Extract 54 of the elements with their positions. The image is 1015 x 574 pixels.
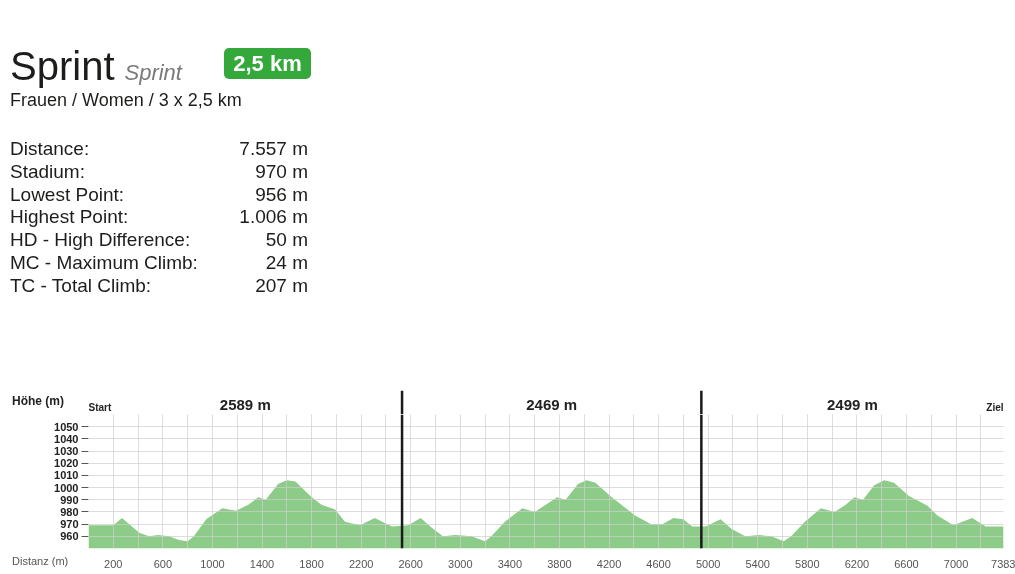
text: 956 m [255,182,308,206]
x-axis-title: Distanz (m) [11,554,69,568]
text: Stadium: [10,159,85,183]
x-tick-label: 1800 [299,557,324,570]
y-tick-label: 1050 [54,420,79,433]
x-tick-label: 200 [104,557,123,570]
text: 2469 m [526,395,578,413]
text: HD - High Difference: [10,228,191,252]
text: Sprint [124,60,182,85]
x-tick-label: 3400 [497,557,523,570]
text: Sprint [10,44,115,88]
text: 24 m [265,251,308,274]
text: Highest Point: [10,205,129,229]
text: 2589 m [219,395,271,413]
y-tick-label: 1010 [54,469,79,482]
x-tick-label: 4200 [596,557,622,570]
x-tick-label: 5400 [745,557,770,570]
x-tick-label: 7383 [991,557,1015,570]
x-tick-label: 6600 [894,557,919,570]
x-tick-label: 3800 [547,557,572,570]
y-tick-label: 990 [60,493,79,506]
x-tick-label: 2600 [398,557,423,570]
x-tick-label: 2200 [348,557,374,570]
x-tick-label: 1000 [200,557,225,570]
y-tick-label: 1000 [54,481,79,494]
text: Frauen / Women / 3 x 2,5 km [10,90,242,110]
text: Distance: [10,137,90,160]
x-tick-label: 4600 [646,557,671,570]
y-tick-label: 1030 [54,445,79,458]
text: MC - Maximum Climb: [10,251,198,274]
text: 207 m [255,273,308,297]
text: 50 m [265,228,308,252]
text: 1.006 m [239,205,308,229]
x-tick-label: 1400 [249,557,275,570]
text: 970 m [255,159,308,183]
x-tick-label: 3000 [448,557,473,570]
text: Lowest Point: [10,182,125,206]
y-axis-title: Höhe (m) [11,393,64,410]
y-tick-label: 980 [60,505,79,518]
y-tick-label: 960 [60,530,79,543]
x-tick-label: 5800 [795,557,820,570]
x-tick-label: 6200 [844,557,870,570]
y-tick-label: 1020 [54,457,79,470]
text: Ziel [986,402,1004,414]
text: 2,5 km [224,48,311,79]
y-tick-label: 1040 [54,432,79,445]
text: TC - Total Climb: [10,273,152,297]
text: 2499 m [826,395,878,413]
x-tick-label: 7000 [943,557,969,570]
text: Start [88,402,112,414]
x-tick-label: 600 [153,557,173,570]
x-tick-label: 5000 [695,557,721,570]
y-tick-label: 970 [60,518,79,531]
text: 7.557 m [239,137,308,160]
